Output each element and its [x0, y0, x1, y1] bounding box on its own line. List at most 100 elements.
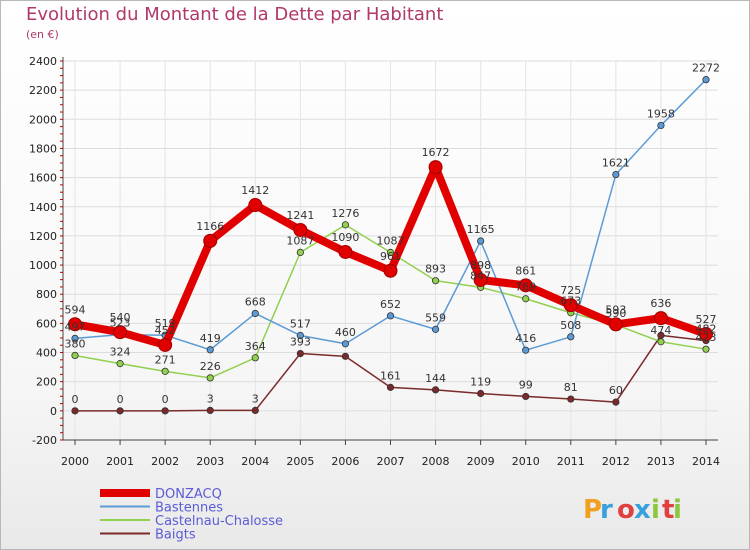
- data-label: 893: [425, 263, 446, 276]
- x-tick-label: 2009: [467, 455, 495, 468]
- data-label: 590: [605, 307, 626, 320]
- data-point: [251, 406, 259, 415]
- chart-title: Evolution du Montant de la Dette par Hab…: [26, 4, 444, 25]
- data-point: [161, 367, 169, 375]
- legend-label: Bastennes: [155, 501, 223, 516]
- data-point: [386, 312, 395, 320]
- data-label: 1087: [286, 234, 314, 247]
- data-point: [251, 354, 259, 362]
- data-label: 119: [470, 375, 491, 388]
- data-point: [341, 221, 350, 229]
- data-point: [206, 374, 214, 382]
- data-point: [563, 298, 578, 313]
- x-tick-label: 2004: [241, 455, 269, 468]
- data-label: 1241: [286, 209, 314, 222]
- x-tick-label: 2010: [512, 455, 540, 468]
- data-point: [71, 351, 79, 360]
- y-tick-label: 800: [36, 288, 57, 301]
- data-label: 1276: [331, 207, 359, 220]
- data-point: [608, 317, 623, 332]
- data-label: 0: [117, 393, 124, 406]
- data-label: 1165: [467, 223, 495, 236]
- data-label: 540: [110, 311, 131, 324]
- data-label: 1166: [196, 220, 224, 233]
- data-labels: 594 540 452 1166 1412 1241 1090 961 1672 898 861 72…: [65, 62, 721, 406]
- data-point: [203, 233, 218, 248]
- y-tick-label: 200: [36, 376, 57, 389]
- data-label: 1412: [241, 184, 269, 197]
- data-point: [341, 352, 350, 360]
- data-label: 452: [155, 324, 176, 337]
- data-label: 2272: [692, 62, 720, 75]
- data-point: [431, 277, 440, 285]
- data-point: [248, 198, 263, 213]
- y-tick-label: 0: [50, 405, 57, 418]
- logo-letter: t: [662, 495, 674, 525]
- data-point: [567, 395, 575, 403]
- legend-label: Castelnau-Chalosse: [155, 514, 283, 529]
- data-point: [612, 170, 620, 179]
- data-point: [431, 386, 440, 394]
- data-point: [477, 389, 485, 398]
- logo-letter: r: [600, 495, 613, 525]
- data-label: 380: [65, 337, 86, 350]
- data-label: 519: [155, 317, 176, 330]
- data-label: 652: [380, 298, 401, 311]
- x-tick-label: 2000: [61, 455, 89, 468]
- data-point: [338, 244, 353, 259]
- data-point: [71, 334, 79, 342]
- data-label: 0: [72, 393, 79, 406]
- data-label: 226: [200, 360, 221, 373]
- proxiti-logo: Pr o x i ti: [583, 495, 682, 525]
- data-point: [567, 333, 575, 341]
- data-label: 144: [425, 372, 446, 385]
- data-point: [296, 248, 304, 256]
- data-label: 861: [515, 264, 536, 277]
- data-label: 527: [696, 313, 717, 326]
- data-point: [431, 325, 440, 333]
- data-label: 1958: [647, 107, 675, 120]
- data-point: [71, 407, 79, 415]
- data-label: 324: [110, 346, 131, 359]
- axes: -200020040060080010001200140016001800200…: [29, 55, 720, 468]
- data-label: 497: [65, 320, 86, 333]
- y-tick-label: 400: [36, 347, 57, 360]
- logo-letter: x: [634, 495, 651, 525]
- x-tick-label: 2005: [286, 455, 314, 468]
- y-tick-label: 2000: [29, 113, 57, 126]
- data-label: 594: [65, 303, 86, 316]
- series-group: [68, 76, 713, 415]
- y-tick-label: 600: [36, 317, 57, 330]
- data-point: [657, 338, 665, 346]
- data-label: 769: [515, 281, 536, 294]
- data-label: 636: [650, 297, 671, 310]
- x-tick-label: 2001: [106, 455, 134, 468]
- data-label: 508: [560, 319, 581, 332]
- data-point: [296, 349, 304, 358]
- x-tick-label: 2002: [151, 455, 179, 468]
- data-label: 271: [155, 353, 176, 366]
- logo-letter: o: [617, 495, 635, 525]
- y-tick-label: -200: [32, 434, 57, 447]
- y-tick-label: 1000: [29, 259, 57, 272]
- x-tick-label: 2011: [557, 455, 585, 468]
- x-tick-label: 2003: [196, 455, 224, 468]
- data-point: [428, 160, 443, 175]
- data-point: [473, 272, 488, 287]
- data-point: [116, 407, 124, 415]
- data-label: 482: [696, 323, 717, 336]
- data-point: [522, 295, 530, 303]
- data-point: [702, 345, 710, 353]
- data-point: [699, 327, 713, 342]
- legend-label: DONZACQ: [155, 487, 222, 502]
- data-point: [702, 76, 710, 84]
- legend-label: Baigts: [155, 528, 196, 543]
- x-tick-label: 2013: [647, 455, 675, 468]
- y-tick-label: 1800: [29, 142, 57, 155]
- data-point: [161, 407, 169, 415]
- chart-subtitle: (en €): [26, 28, 59, 41]
- y-tick-label: 1600: [29, 172, 57, 185]
- data-label: 423: [696, 331, 717, 344]
